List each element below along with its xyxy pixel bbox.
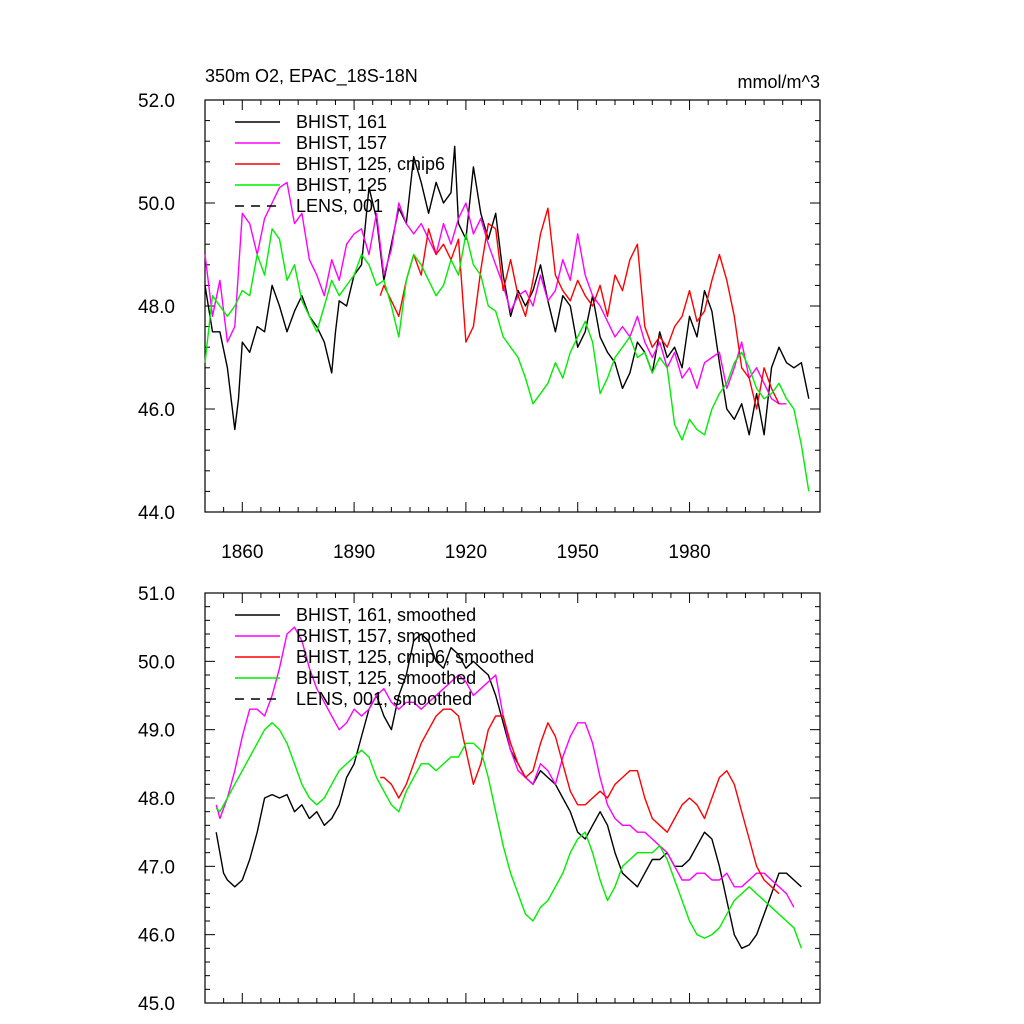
legend-label: BHIST, 125, smoothed	[296, 668, 476, 688]
series-line	[204, 181, 787, 405]
y-tick-label: 46.0	[138, 400, 175, 421]
x-tick-label: 1860	[221, 542, 263, 563]
legend-label: BHIST, 157	[296, 133, 387, 153]
series-line	[204, 228, 810, 492]
legend-label: BHIST, 161, smoothed	[296, 605, 476, 625]
legend-label: BHIST, 157, smoothed	[296, 626, 476, 646]
chart-title: 350m O2, EPAC_18S-18N	[205, 66, 418, 87]
x-tick-label: 1920	[445, 542, 487, 563]
bottom-panel: 45.0 46.0 47.0 48.0 49.0 50.0 51.0 BHIST, 161, …	[138, 584, 821, 1015]
y-tick-label: 48.0	[138, 297, 175, 318]
series-line	[380, 708, 780, 895]
series-line	[204, 145, 810, 436]
legend-label: BHIST, 161	[296, 112, 387, 132]
y-tick-label: 44.0	[138, 503, 175, 524]
series-line	[379, 207, 780, 410]
top-panel: 44.0 46.0 48.0 50.0 52.0 1860 1890 1920 1950 1980…	[138, 91, 821, 563]
y-tick-label: 51.0	[138, 584, 175, 605]
legend-label: BHIST, 125, cmip6	[296, 154, 445, 174]
legend-label: BHIST, 125, cmip6, smoothed	[296, 647, 534, 667]
units-label: mmol/m^3	[738, 72, 820, 92]
y-tick-label: 52.0	[138, 91, 175, 112]
x-tick-label: 1980	[668, 542, 710, 563]
x-tick-label: 1890	[333, 542, 375, 563]
x-tick-label: 1950	[557, 542, 599, 563]
y-tick-label: 47.0	[138, 857, 175, 878]
y-tick-label: 50.0	[138, 652, 175, 673]
y-tick-label: 46.0	[138, 926, 175, 947]
y-tick-label: 48.0	[138, 789, 175, 810]
y-tick-label: 45.0	[138, 994, 175, 1015]
series-line	[215, 633, 802, 949]
series-line	[215, 722, 803, 949]
legend-label: BHIST, 125	[296, 175, 387, 195]
y-tick-label: 49.0	[138, 721, 175, 742]
legend-label: LENS, 001, smoothed	[296, 689, 472, 709]
legend-label: LENS, 001	[296, 196, 383, 216]
y-tick-label: 50.0	[138, 194, 175, 215]
